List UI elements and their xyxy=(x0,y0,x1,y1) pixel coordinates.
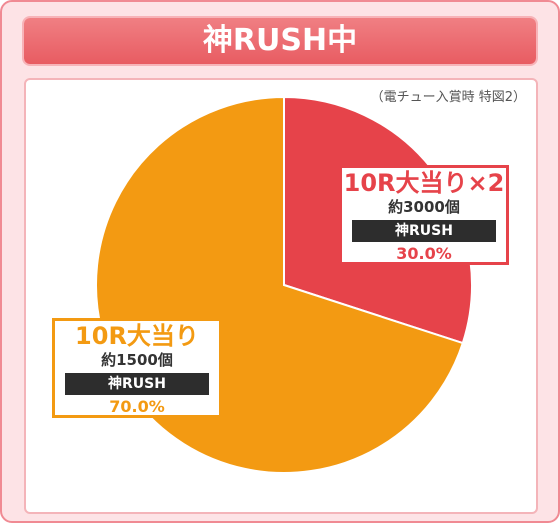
chart-title: 神RUSH中 xyxy=(202,23,358,58)
chart-note: （電チュー入賞時 特図2） xyxy=(370,90,526,105)
pie-chart xyxy=(95,95,473,474)
slice-label-percent: 70.0% xyxy=(109,397,165,416)
slice-label-mode: 神RUSH xyxy=(352,220,496,242)
slice-label-box-0: 10R大当り×2 約3000個 神RUSH 30.0% xyxy=(339,165,509,265)
title-bar: 神RUSH中 xyxy=(24,18,536,64)
slice-label-title: 10R大当り×2 xyxy=(343,169,505,197)
slice-label-mode: 神RUSH xyxy=(65,373,209,395)
slice-label-box-1: 10R大当り 約1500個 神RUSH 70.0% xyxy=(52,318,222,418)
slice-label-percent: 30.0% xyxy=(396,244,452,263)
slice-label-count: 約1500個 xyxy=(101,351,173,369)
slice-label-count: 約3000個 xyxy=(388,198,460,216)
slice-label-title: 10R大当り xyxy=(75,322,199,350)
chart-panel: （電チュー入賞時 特図2） 10R大当り×2 約3000個 神RUSH 30.0… xyxy=(24,78,538,514)
